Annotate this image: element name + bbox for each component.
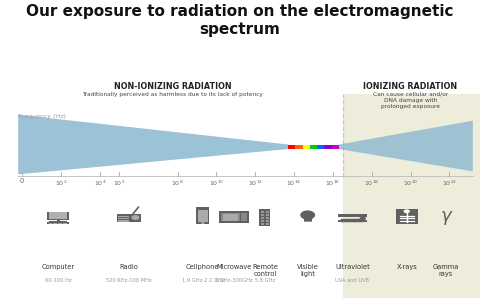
Text: Microwave: Microwave (216, 264, 252, 270)
Circle shape (404, 209, 410, 213)
Text: $10^{20}$: $10^{20}$ (403, 178, 418, 187)
Polygon shape (18, 115, 288, 174)
Text: $10^{2}$: $10^{2}$ (55, 178, 67, 187)
Text: γ: γ (440, 207, 451, 225)
Bar (288, 145, 296, 149)
Bar (265, 223, 269, 225)
Bar (343, 94, 480, 298)
Bar (304, 221, 312, 222)
Bar (317, 145, 324, 149)
Text: $10^{8}$: $10^{8}$ (171, 178, 184, 187)
Text: Cellphone: Cellphone (186, 264, 219, 270)
Bar (332, 145, 339, 149)
Text: NON-IONIZING RADIATION: NON-IONIZING RADIATION (114, 82, 232, 91)
Text: 3 GHz-300GHz: 3 GHz-300GHz (215, 278, 253, 283)
Bar (221, 213, 240, 221)
Bar (265, 211, 269, 213)
Text: Computer: Computer (41, 264, 74, 270)
Bar (196, 207, 209, 224)
Bar (47, 222, 69, 224)
Bar (265, 220, 269, 222)
Text: X-rays: X-rays (396, 264, 417, 270)
Text: 0: 0 (20, 178, 24, 184)
Text: $10^{4}$: $10^{4}$ (94, 178, 106, 187)
Bar (57, 220, 60, 221)
Text: $10^{22}$: $10^{22}$ (442, 178, 457, 187)
Bar (58, 223, 62, 224)
Text: Can cause cellular and/or
DNA damage with
prolonged exposure: Can cause cellular and/or DNA damage wit… (373, 92, 448, 109)
Bar (265, 217, 269, 219)
Bar (303, 145, 310, 149)
Bar (219, 211, 249, 223)
Bar (310, 145, 317, 149)
Text: Ultraviolet: Ultraviolet (335, 264, 370, 270)
Text: Traditionally perceived as harmless due to its lack of potency: Traditionally perceived as harmless due … (83, 92, 263, 97)
Circle shape (132, 215, 140, 220)
Text: 5.8 GHz: 5.8 GHz (255, 278, 275, 283)
Text: $10^{10}$: $10^{10}$ (209, 178, 224, 187)
Text: $10^{12}$: $10^{12}$ (248, 178, 263, 187)
Bar (261, 211, 264, 213)
Bar (198, 210, 207, 222)
Circle shape (360, 216, 366, 221)
Bar (265, 214, 269, 216)
Text: 1.9 GHz-2.2 GHz: 1.9 GHz-2.2 GHz (181, 278, 224, 283)
Text: Radio: Radio (120, 264, 138, 270)
Bar (48, 223, 52, 224)
Text: $10^{14}$: $10^{14}$ (287, 178, 302, 187)
Bar (63, 223, 67, 224)
Text: $10^{5}$: $10^{5}$ (113, 178, 125, 187)
Text: $10^{16}$: $10^{16}$ (325, 178, 340, 187)
Text: Gamma
rays: Gamma rays (432, 264, 459, 277)
Text: IONIZING RADIATION: IONIZING RADIATION (363, 82, 457, 91)
Text: Visible
light: Visible light (297, 264, 319, 277)
Bar (261, 214, 264, 216)
Bar (53, 223, 57, 224)
Text: UVA and UVB: UVA and UVB (336, 278, 370, 283)
Text: 60-100 Hz: 60-100 Hz (45, 278, 72, 283)
Bar (261, 220, 264, 222)
Bar (324, 145, 332, 149)
Bar (396, 209, 418, 224)
Bar (223, 214, 239, 221)
Text: $10^{18}$: $10^{18}$ (364, 178, 379, 187)
Bar (48, 221, 67, 222)
Bar (296, 145, 303, 149)
Circle shape (300, 210, 315, 220)
Bar (260, 209, 270, 226)
Bar (261, 223, 264, 225)
Polygon shape (339, 121, 473, 171)
Circle shape (201, 222, 204, 224)
Bar (48, 212, 67, 219)
Bar (338, 221, 367, 222)
Text: 520 KHz-108 MHz: 520 KHz-108 MHz (106, 278, 152, 283)
Bar (261, 217, 264, 219)
Bar (241, 213, 247, 221)
Bar (338, 214, 367, 217)
Text: Remote
control: Remote control (252, 264, 278, 277)
Text: Frequency (Hz): Frequency (Hz) (18, 114, 66, 119)
Bar (47, 212, 69, 220)
Bar (304, 216, 312, 221)
Bar (117, 213, 141, 222)
Text: Our exposure to radiation on the electromagnetic
spectrum: Our exposure to radiation on the electro… (26, 4, 454, 38)
